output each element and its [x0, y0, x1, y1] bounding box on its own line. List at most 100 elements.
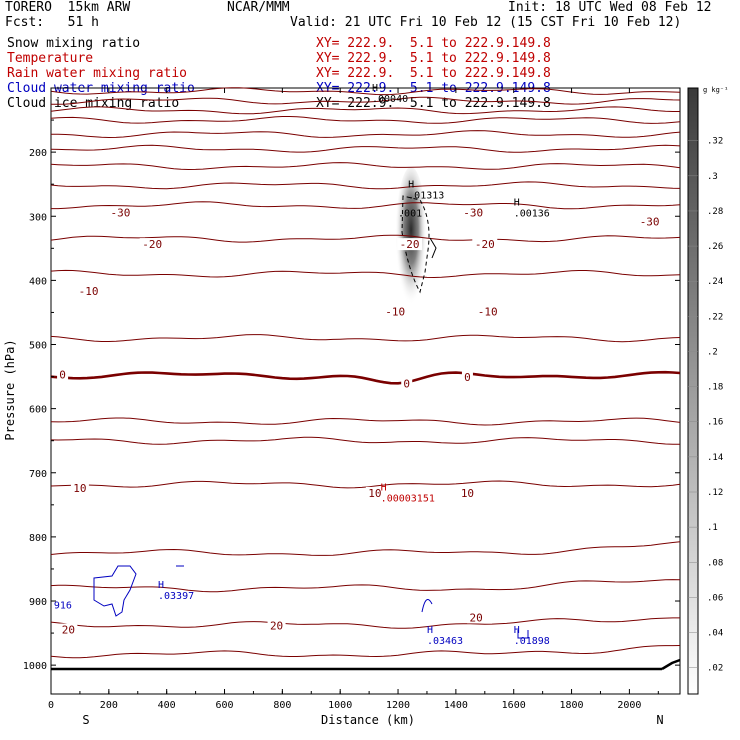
colorbar-tick-label: .08 — [707, 558, 723, 568]
colorbar — [687, 87, 699, 695]
contour-label-bg — [57, 368, 69, 381]
contour-label: -10 — [478, 305, 498, 318]
contour-label-bg — [461, 370, 473, 383]
contour-label-bg — [365, 486, 384, 499]
y-tick-label: 600 — [29, 405, 47, 416]
isotherm-line — [50, 334, 681, 343]
contour-label-bg — [139, 238, 165, 251]
plot-frame — [50, 87, 681, 695]
contour-label: -20 — [142, 238, 162, 251]
x-tick-label: 800 — [273, 700, 291, 711]
isotherm-line — [51, 201, 681, 210]
xy-rain: XY= 222.9. 5.1 to 222.9.149.8 — [316, 66, 551, 81]
maximum-label: H .03397 — [158, 580, 194, 602]
contour-label-bg — [382, 305, 408, 318]
isotherm-line — [50, 87, 681, 96]
contour-label: 0 — [403, 377, 410, 390]
xy-temperature: XY= 222.9. 5.1 to 222.9.149.8 — [316, 51, 551, 66]
colorbar-tick-label: .02 — [707, 664, 723, 674]
cloud-water-contour — [517, 630, 529, 639]
colorbar-tick-label: .3 — [707, 172, 718, 182]
x-tick-label: 0 — [48, 700, 54, 711]
x-tick-label: 1200 — [386, 700, 410, 711]
maximum-label: H .00003151 — [381, 483, 435, 505]
contour-label-bg — [397, 238, 423, 251]
contour-label: 10 — [368, 487, 381, 500]
isotherm-line — [50, 144, 681, 153]
maximum-label: H .00136 — [514, 197, 550, 219]
isotherm-line — [50, 541, 681, 556]
y-tick-label: 300 — [29, 212, 47, 223]
x-tick-label: 1400 — [444, 700, 468, 711]
contour-label-bg — [472, 238, 498, 251]
colorbar-unit: g kg⁻¹ — [703, 86, 728, 94]
contour-label: -20 — [475, 238, 495, 251]
maximum-label: .001 — [398, 208, 422, 219]
isotherm-line — [50, 436, 681, 445]
south-label: S — [82, 713, 89, 727]
legend-snow: Snow mixing ratio — [7, 36, 141, 51]
terrain-line — [661, 658, 681, 671]
contour-label: 20 — [62, 624, 75, 637]
y-axis-label: Pressure (hPa) — [3, 339, 17, 440]
colorbar-tick-label: .26 — [707, 242, 723, 252]
isotherm-line — [50, 269, 681, 279]
contour-label-bg — [460, 206, 486, 219]
isotherm-line — [50, 162, 681, 171]
contour-label: -30 — [640, 216, 660, 229]
y-tick-label: 1000 — [23, 661, 47, 672]
contour-label: 20 — [469, 611, 482, 624]
y-tick-label: 500 — [29, 341, 47, 352]
contour-label-bg — [475, 305, 501, 318]
isotherm-line — [50, 480, 681, 489]
colorbar-tick-label: .16 — [707, 418, 723, 428]
xy-snow: XY= 222.9. 5.1 to 222.9.149.8 — [316, 36, 551, 51]
colorbar-tick-label: .06 — [707, 593, 723, 603]
colorbar-tick-label: .2 — [707, 347, 718, 357]
maximum-label: H .01898 — [514, 625, 550, 647]
contour-label-bg — [401, 377, 413, 390]
valid-time: Valid: 21 UTC Fri 10 Feb 12 (15 CST Fri … — [290, 15, 682, 30]
y-tick-label: 900 — [29, 597, 47, 608]
north-label: N — [656, 713, 663, 727]
contour-label: 10 — [73, 482, 86, 495]
forecast-hour: Fcst: 51 h — [5, 15, 99, 30]
contour-label: 0 — [464, 371, 471, 384]
isotherm-line — [50, 645, 681, 659]
isotherm-line — [50, 617, 680, 629]
maximum-label: H .01313 — [408, 179, 444, 201]
legend-rain: Rain water mixing ratio — [7, 66, 188, 81]
model-title: TORERO 15km ARW — [5, 0, 131, 15]
legend-temperature: Temperature — [7, 51, 94, 66]
contour-label-bg — [467, 611, 486, 624]
x-tick-label: 600 — [215, 700, 233, 711]
colorbar-tick-label: .24 — [707, 277, 723, 287]
maximum-label: H .00040 — [372, 83, 408, 105]
x-tick-label: 400 — [158, 700, 176, 711]
cloud-water-contour — [93, 565, 137, 617]
colorbar-tick-label: .12 — [707, 488, 723, 498]
colorbar-tick-label: .04 — [707, 629, 723, 639]
contour-label: -20 — [400, 238, 420, 251]
org-title: NCAR/MMM — [227, 0, 290, 15]
x-tick-label: 200 — [100, 700, 118, 711]
colorbar-tick-label: .14 — [707, 453, 723, 463]
contour-label: 0 — [59, 368, 66, 381]
x-axis-label: Distance (km) — [321, 713, 415, 727]
isotherm-line — [50, 181, 681, 190]
xy-cloud-ice: XY= 222.9. 5.1 to 222.9.149.8 — [316, 96, 551, 111]
contour-label: -30 — [110, 207, 130, 220]
colorbar-tick-label: .1 — [707, 523, 718, 533]
isotherm-line — [50, 116, 681, 124]
isotherm-line — [50, 96, 681, 105]
contour-label-bg — [458, 486, 477, 499]
isotherm-line — [50, 106, 680, 115]
y-tick-label: 200 — [29, 148, 47, 159]
cloud-water-contour — [421, 599, 433, 613]
x-tick-label: 1600 — [502, 700, 526, 711]
cloud-ice-tick — [429, 237, 437, 259]
y-tick-label: 700 — [29, 469, 47, 480]
contour-label-bg — [70, 481, 89, 494]
isotherm-line — [50, 234, 681, 243]
